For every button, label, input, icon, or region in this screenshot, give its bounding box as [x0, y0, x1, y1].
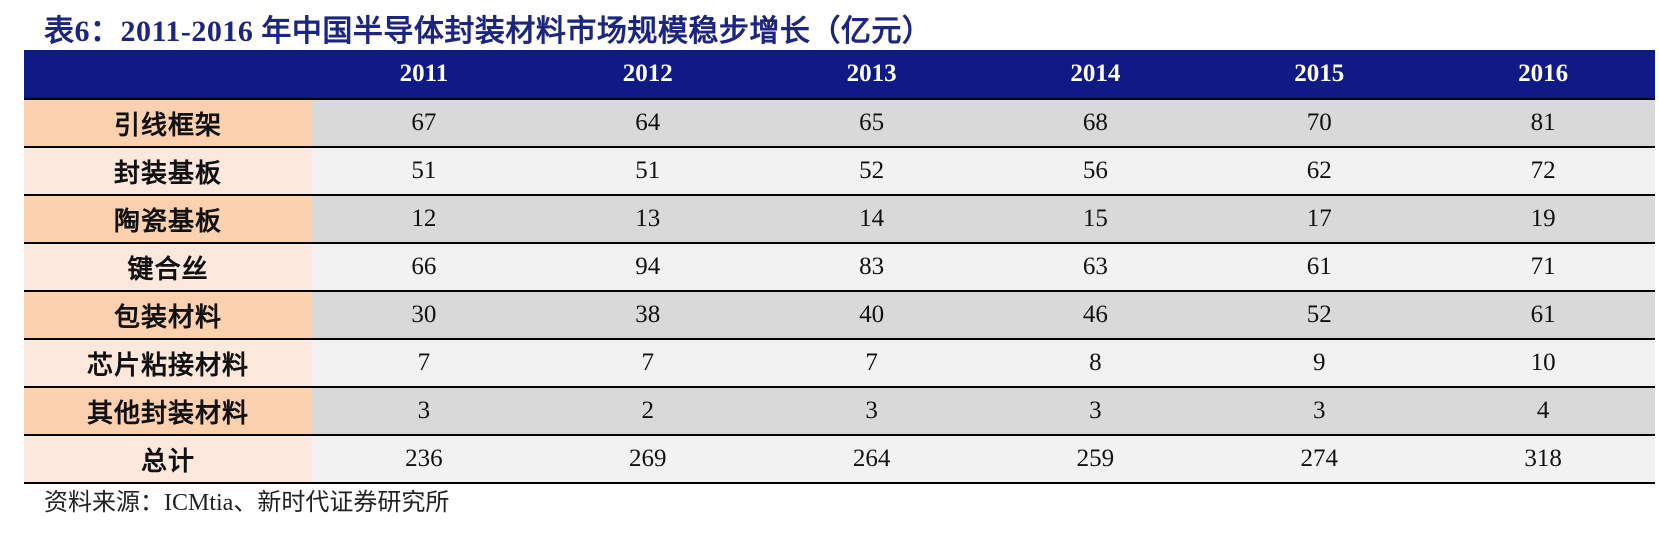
value-cell: 3 [1207, 386, 1432, 435]
value-cell: 51 [535, 146, 760, 195]
value-cell: 4 [1431, 386, 1655, 435]
value-cell: 3 [759, 386, 984, 435]
header-corner-cell [24, 50, 312, 99]
row-label: 引线框架 [24, 98, 312, 147]
value-cell: 9 [1207, 338, 1432, 387]
value-cell: 64 [535, 98, 760, 147]
header-row: 2011 2012 2013 2014 2015 2016 [24, 50, 1655, 99]
row-label: 包装材料 [24, 290, 312, 339]
value-cell: 15 [983, 194, 1208, 243]
total-cell: 274 [1207, 434, 1432, 484]
value-cell: 65 [759, 98, 984, 147]
total-cell: 264 [759, 434, 984, 484]
row-label: 封装基板 [24, 146, 312, 195]
value-cell: 12 [312, 194, 536, 243]
value-cell: 10 [1431, 338, 1655, 387]
row-label: 其他封装材料 [24, 386, 312, 435]
value-cell: 3 [312, 386, 536, 435]
value-cell: 61 [1207, 242, 1432, 291]
value-cell: 68 [983, 98, 1208, 147]
year-header: 2015 [1207, 50, 1432, 99]
value-cell: 94 [535, 242, 760, 291]
table-row: 引线框架 67 64 65 68 70 81 [24, 98, 1655, 147]
table-row: 包装材料 30 38 40 46 52 61 [24, 290, 1655, 339]
value-cell: 46 [983, 290, 1208, 339]
year-header: 2011 [312, 50, 536, 99]
value-cell: 38 [535, 290, 760, 339]
total-cell: 269 [535, 434, 760, 484]
row-label: 芯片粘接材料 [24, 338, 312, 387]
table-title: 表6：2011-2016 年中国半导体封装材料市场规模稳步增长（亿元） [44, 15, 933, 48]
value-cell: 52 [1207, 290, 1432, 339]
value-cell: 83 [759, 242, 984, 291]
value-cell: 66 [312, 242, 536, 291]
value-cell: 17 [1207, 194, 1432, 243]
year-header: 2012 [535, 50, 760, 99]
value-cell: 8 [983, 338, 1208, 387]
total-cell: 318 [1431, 434, 1655, 484]
value-cell: 2 [535, 386, 760, 435]
table-row: 芯片粘接材料 7 7 7 8 9 10 [24, 338, 1655, 387]
table-row: 键合丝 66 94 83 63 61 71 [24, 242, 1655, 291]
table-row-total: 总计 236 269 264 259 274 318 [24, 434, 1655, 484]
year-header: 2016 [1431, 50, 1655, 99]
value-cell: 14 [759, 194, 984, 243]
source-note: 资料来源：ICMtia、新时代证券研究所 [44, 490, 450, 516]
market-size-table: 2011 2012 2013 2014 2015 2016 引线框架 67 64… [24, 50, 1655, 484]
year-header: 2014 [983, 50, 1208, 99]
value-cell: 7 [759, 338, 984, 387]
value-cell: 13 [535, 194, 760, 243]
value-cell: 72 [1431, 146, 1655, 195]
value-cell: 70 [1207, 98, 1432, 147]
value-cell: 61 [1431, 290, 1655, 339]
value-cell: 56 [983, 146, 1208, 195]
row-label: 总计 [24, 434, 312, 484]
total-cell: 236 [312, 434, 536, 484]
value-cell: 19 [1431, 194, 1655, 243]
table-row: 其他封装材料 3 2 3 3 3 4 [24, 386, 1655, 435]
value-cell: 67 [312, 98, 536, 147]
row-label: 陶瓷基板 [24, 194, 312, 243]
value-cell: 62 [1207, 146, 1432, 195]
value-cell: 51 [312, 146, 536, 195]
value-cell: 63 [983, 242, 1208, 291]
value-cell: 52 [759, 146, 984, 195]
table-row: 封装基板 51 51 52 56 62 72 [24, 146, 1655, 195]
value-cell: 40 [759, 290, 984, 339]
total-cell: 259 [983, 434, 1208, 484]
value-cell: 81 [1431, 98, 1655, 147]
value-cell: 7 [535, 338, 760, 387]
value-cell: 7 [312, 338, 536, 387]
table-row: 陶瓷基板 12 13 14 15 17 19 [24, 194, 1655, 243]
row-label: 键合丝 [24, 242, 312, 291]
value-cell: 3 [983, 386, 1208, 435]
value-cell: 30 [312, 290, 536, 339]
value-cell: 71 [1431, 242, 1655, 291]
year-header: 2013 [759, 50, 984, 99]
